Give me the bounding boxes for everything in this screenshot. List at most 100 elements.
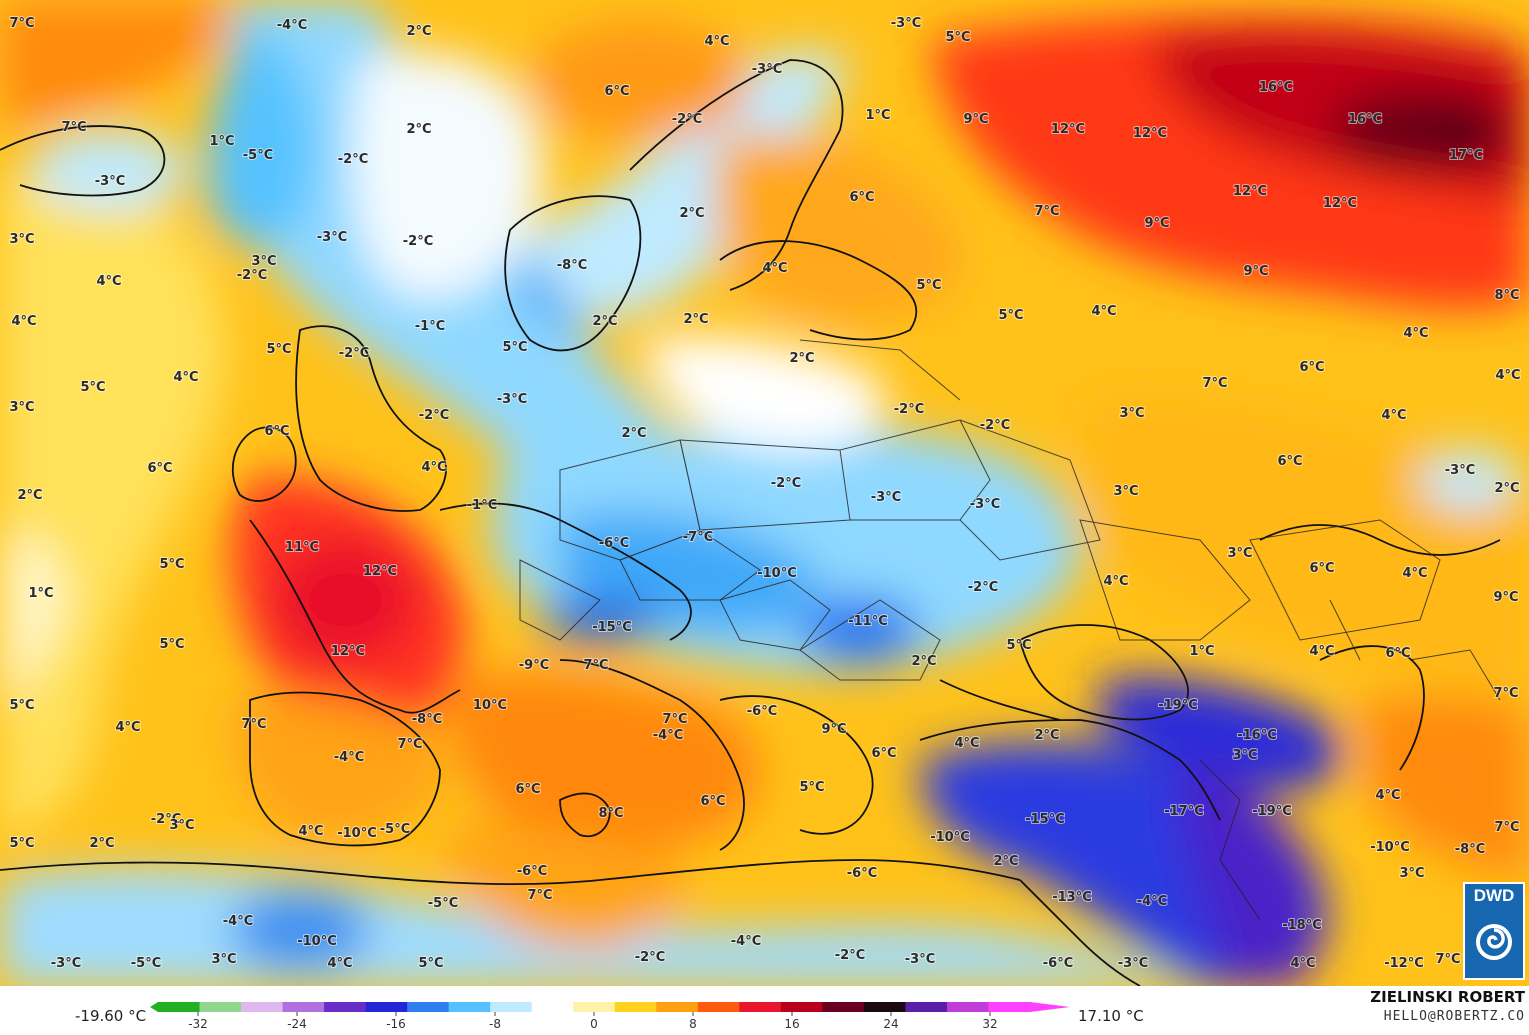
temperature-label: 4°C <box>96 274 121 289</box>
temperature-label: 3°C <box>169 818 194 833</box>
temperature-label: -1°C <box>415 319 445 334</box>
temperature-label: 2°C <box>679 206 704 221</box>
temperature-label: 7°C <box>1493 686 1518 701</box>
temperature-label: -10°C <box>757 566 797 581</box>
temperature-label: 7°C <box>241 717 266 732</box>
temperature-label: 12°C <box>331 644 365 659</box>
temperature-label: 3°C <box>9 232 34 247</box>
temperature-label: 6°C <box>871 746 896 761</box>
temperature-label: 5°C <box>1006 638 1031 653</box>
temperature-label: 6°C <box>1299 360 1324 375</box>
temperature-label: 12°C <box>1323 196 1357 211</box>
temperature-label: -4°C <box>653 728 683 743</box>
temperature-label: -3°C <box>317 230 347 245</box>
temperature-label: 11°C <box>285 540 319 555</box>
temperature-label: 5°C <box>9 698 34 713</box>
temperature-label: 5°C <box>799 780 824 795</box>
temperature-label: -2°C <box>835 948 865 963</box>
temperature-label: -4°C <box>223 914 253 929</box>
temperature-label: 2°C <box>789 351 814 366</box>
temperature-label: 4°C <box>1402 566 1427 581</box>
temperature-label: 3°C <box>211 952 236 967</box>
scale-swatch <box>531 1002 574 1012</box>
temperature-label: -7°C <box>683 530 713 545</box>
temperature-label: -17°C <box>1164 804 1204 819</box>
temperature-label: 9°C <box>963 112 988 127</box>
temperature-label: 6°C <box>1277 454 1302 469</box>
scale-swatch <box>656 1002 699 1012</box>
temperature-label: -2°C <box>771 476 801 491</box>
temperature-label: 7°C <box>1494 820 1519 835</box>
temperature-label: 2°C <box>406 24 431 39</box>
temperature-label: 2°C <box>592 314 617 329</box>
scale-swatch <box>822 1002 865 1012</box>
temperature-label: 4°C <box>173 370 198 385</box>
temperature-label: 4°C <box>421 460 446 475</box>
temperature-label: -15°C <box>1025 812 1065 827</box>
temperature-label: 4°C <box>1403 326 1428 341</box>
temperature-label: 5°C <box>80 380 105 395</box>
temperature-label: 2°C <box>683 312 708 327</box>
temperature-label: 12°C <box>1233 184 1267 199</box>
temperature-label: -4°C <box>334 750 364 765</box>
temperature-label: 4°C <box>298 824 323 839</box>
temperature-label: 3°C <box>1119 406 1144 421</box>
temperature-label: 5°C <box>266 342 291 357</box>
temperature-label: -2°C <box>339 346 369 361</box>
temperature-label: -3°C <box>871 490 901 505</box>
scale-swatch <box>448 1002 491 1012</box>
scale-swatch <box>365 1002 408 1012</box>
temperature-label: -10°C <box>337 826 377 841</box>
temperature-label: 4°C <box>1103 574 1128 589</box>
temperature-label: -3°C <box>752 62 782 77</box>
temperature-label: -5°C <box>131 956 161 971</box>
dwd-logo: DWD <box>1463 882 1525 980</box>
temperature-field <box>0 0 1529 986</box>
scale-swatch <box>199 1002 242 1012</box>
temperature-label: 9°C <box>821 722 846 737</box>
temperature-label: 7°C <box>527 888 552 903</box>
temperature-label: -12°C <box>1384 956 1424 971</box>
temperature-label: -3°C <box>497 392 527 407</box>
temperature-label: 4°C <box>762 261 787 276</box>
temperature-label: 2°C <box>89 836 114 851</box>
temperature-label: -3°C <box>1118 956 1148 971</box>
temperature-label: 4°C <box>1091 304 1116 319</box>
temperature-label: -18°C <box>1282 918 1322 933</box>
temperature-label: 7°C <box>9 16 34 31</box>
temperature-label: -2°C <box>980 418 1010 433</box>
temperature-label: -6°C <box>747 704 777 719</box>
temperature-label: 8°C <box>1494 288 1519 303</box>
temperature-label: -4°C <box>277 18 307 33</box>
dwd-logo-text: DWD <box>1473 886 1515 905</box>
temperature-label: 3°C <box>9 400 34 415</box>
temperature-label: 6°C <box>1309 561 1334 576</box>
temperature-label: -10°C <box>1370 840 1410 855</box>
temperature-label: 7°C <box>61 120 86 135</box>
scale-max-arrow <box>1030 1002 1070 1012</box>
temperature-label: -6°C <box>517 864 547 879</box>
author-name: ZIELINSKI ROBERT <box>1370 988 1525 1006</box>
temperature-label: -2°C <box>338 152 368 167</box>
temperature-label: 1°C <box>209 134 234 149</box>
temperature-label: 6°C <box>1385 646 1410 661</box>
temperature-label: 3°C <box>1113 484 1138 499</box>
temperature-label: 4°C <box>704 34 729 49</box>
temperature-label: 4°C <box>11 314 36 329</box>
scale-swatch <box>158 1002 201 1012</box>
temperature-label: -3°C <box>891 16 921 31</box>
temperature-label: 7°C <box>662 712 687 727</box>
temperature-label: 2°C <box>1034 728 1059 743</box>
temperature-label: 17°C <box>1449 148 1483 163</box>
scale-tick-label: 32 <box>982 1017 997 1031</box>
temperature-label: 2°C <box>621 426 646 441</box>
temperature-label: 4°C <box>1381 408 1406 423</box>
scale-tick-label: -16 <box>386 1017 406 1031</box>
scale-swatch <box>490 1002 533 1012</box>
temperature-labels: 7°C -4°C 2°C4°C-3°C5°C6°C-3°C1°C16°C16°C17… <box>8 15 1521 972</box>
temperature-label: 5°C <box>418 956 443 971</box>
temperature-label: -6°C <box>847 866 877 881</box>
temperature-label: -19°C <box>1252 804 1292 819</box>
temperature-label: -2°C <box>403 234 433 249</box>
temperature-label: 6°C <box>515 782 540 797</box>
